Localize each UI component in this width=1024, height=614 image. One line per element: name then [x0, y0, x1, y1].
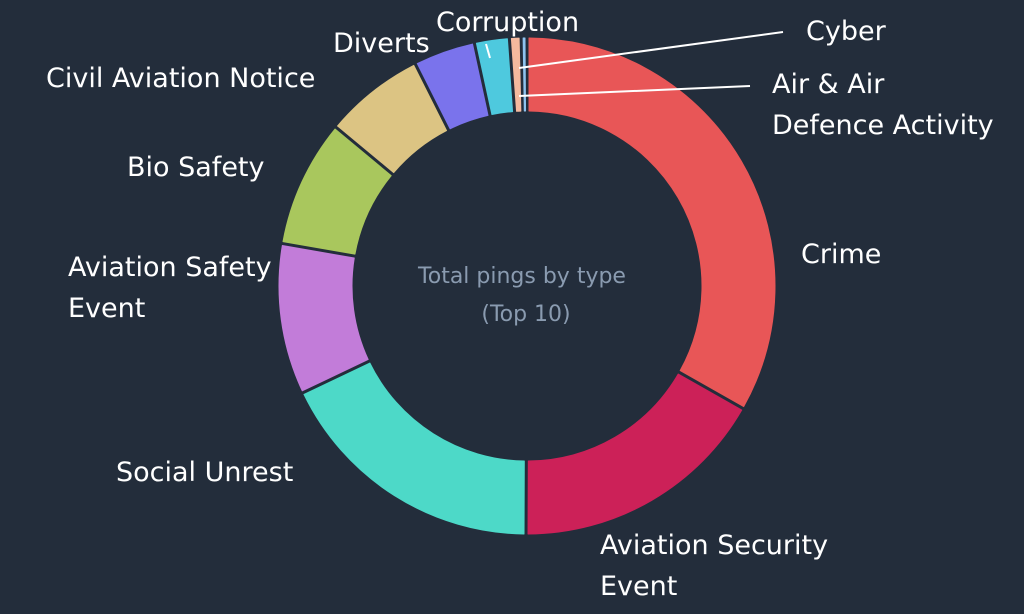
- slice-label-aviation-safety-line1: Aviation Safety: [68, 252, 272, 283]
- slice-label-social-unrest: Social Unrest: [116, 457, 293, 488]
- slice-label-aviation-safety-line2: Event: [68, 293, 145, 324]
- slice-label-crime: Crime: [801, 239, 881, 270]
- donut-slice-bio-safety: [282, 128, 392, 255]
- slice-label-aviation-security-line2: Event: [600, 571, 677, 602]
- chart-subtitle: (Top 10): [481, 302, 570, 327]
- slice-label-diverts: Diverts: [333, 28, 430, 59]
- donut-slice-air-air-defence-activity: [522, 37, 527, 112]
- donut-slice-cyber: [510, 37, 522, 112]
- donut-slice-social-unrest: [303, 362, 525, 535]
- donut-slice-crime: [528, 37, 776, 408]
- chart-title: Total pings by type: [417, 264, 626, 289]
- slice-label-cyber: Cyber: [806, 16, 887, 47]
- donut-slice-aviation-safety-event: [278, 245, 369, 392]
- donut-slice-aviation-security-event: [527, 373, 743, 535]
- donut-slice-civil-aviation-notice: [337, 64, 448, 174]
- slice-label-corruption: Corruption: [436, 7, 579, 38]
- slice-label-bio-safety: Bio Safety: [127, 152, 265, 183]
- slice-label-civil-aviation-notice: Civil Aviation Notice: [46, 63, 315, 94]
- donut-slices: [278, 37, 776, 535]
- air-defence-leader-line: [518, 85, 751, 97]
- cyber-leader-line: [518, 31, 784, 69]
- donut-slice-corruption: [475, 38, 514, 116]
- slice-label-aviation-security-line1: Aviation Security: [600, 530, 828, 561]
- slice-label-air-defence-line1: Air & Air: [772, 69, 885, 100]
- corruption-leader-line: [485, 43, 491, 59]
- slice-label-air-defence-line2: Defence Activity: [772, 110, 994, 141]
- donut-slice-diverts: [416, 43, 489, 130]
